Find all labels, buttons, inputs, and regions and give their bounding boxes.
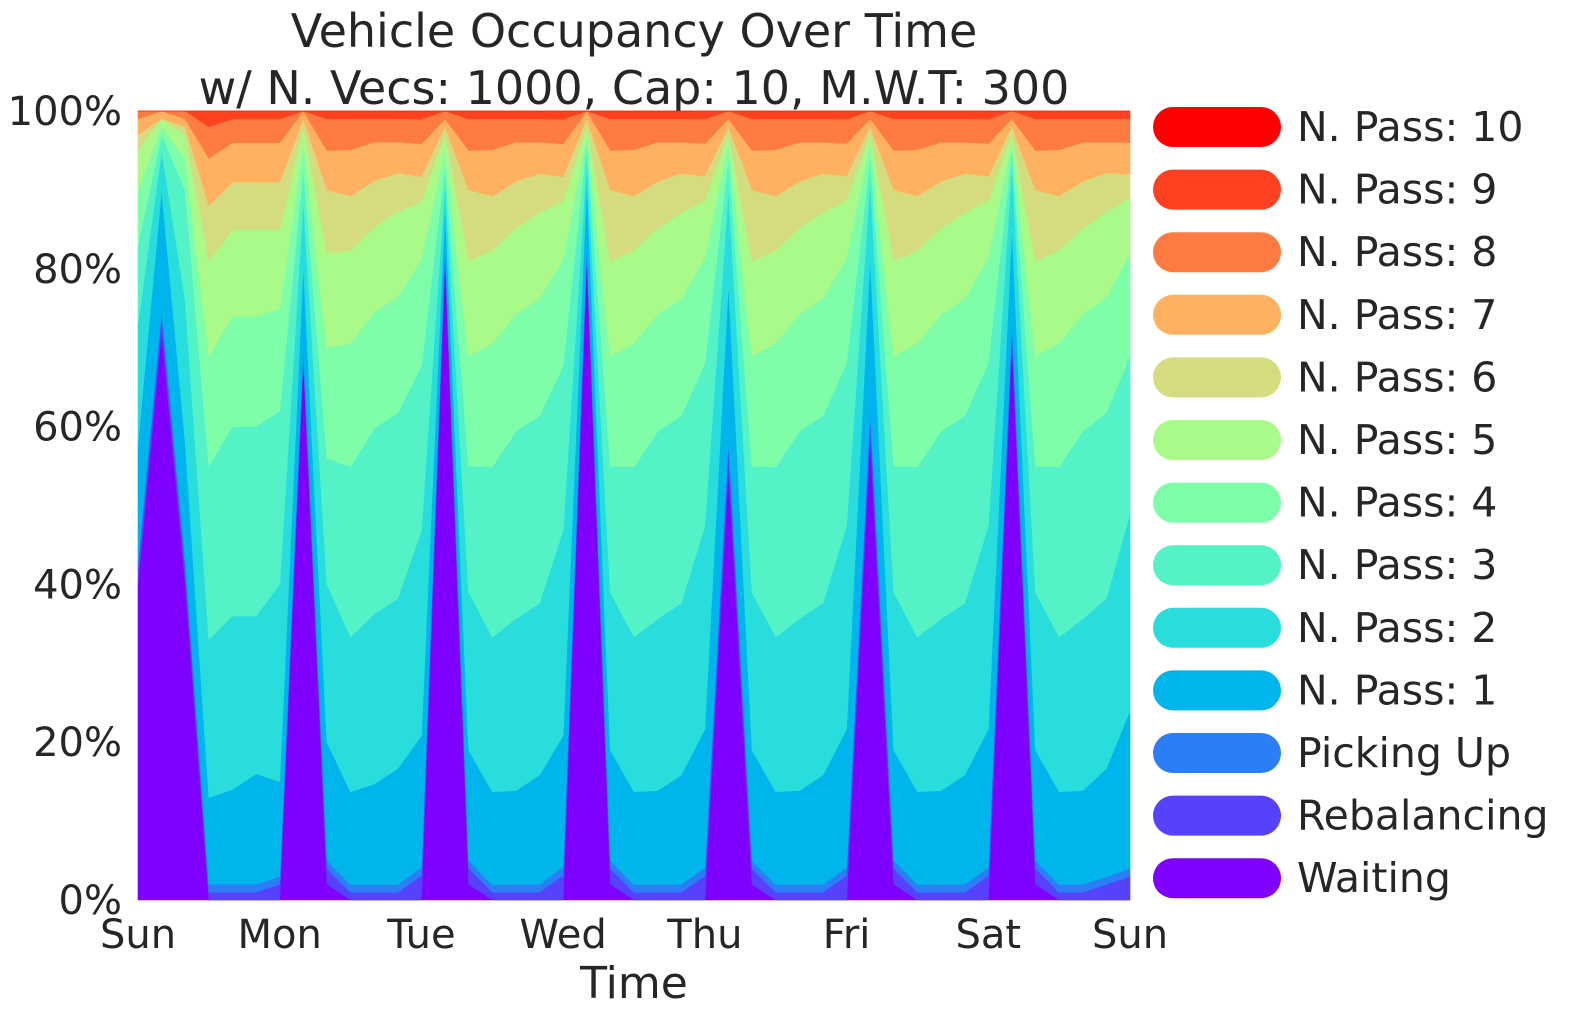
legend-swatch-n-pass-1 [1153,670,1281,711]
legend-label-n-pass-5: N. Pass: 5 [1297,416,1497,464]
legend-label-n-pass-10: N. Pass: 10 [1297,103,1523,151]
legend-swatch-picking-up [1153,733,1281,773]
y-tick-label: 20% [33,720,122,766]
legend-swatch-n-pass-3 [1153,545,1281,586]
x-tick-label: Sun [1092,912,1168,958]
x-tick-label: Thu [666,912,742,958]
x-tick-label: Sun [100,912,176,958]
x-tick-label: Fri [823,912,871,958]
legend-swatch-n-pass-9 [1153,169,1281,210]
legend-label-rebalancing: Rebalancing [1297,792,1548,840]
y-tick-label: 0% [59,878,122,924]
y-tick-label: 60% [33,405,122,451]
legend-label-n-pass-8: N. Pass: 8 [1297,228,1497,276]
y-tick-label: 100% [8,89,122,135]
plot-area [137,110,1131,901]
legend-label-n-pass-9: N. Pass: 9 [1297,166,1497,214]
legend-label-picking-up: Picking Up [1297,729,1511,777]
legend-swatch-n-pass-8 [1153,232,1281,273]
y-tick-label: 80% [33,247,122,293]
legend-label-n-pass-7: N. Pass: 7 [1297,291,1497,339]
legend-swatch-rebalancing [1153,795,1281,836]
legend-label-n-pass-6: N. Pass: 6 [1297,353,1497,401]
legend-swatch-n-pass-6 [1153,357,1281,398]
x-axis-ticks: Sun Mon Tue Wed Thu Fri Sat Sun [100,912,1168,958]
x-tick-label: Sat [955,912,1021,958]
x-tick-label: Wed [520,912,607,958]
legend-label-n-pass-4: N. Pass: 4 [1297,479,1497,527]
y-axis-ticks: 0% 20% 40% 60% 80% 100% [8,89,122,924]
legend-swatch-n-pass-5 [1153,420,1281,460]
legend-swatch-n-pass-7 [1153,294,1281,335]
legend-swatch-n-pass-4 [1153,482,1281,523]
y-tick-label: 40% [33,562,122,608]
chart-subtitle: w/ N. Vecs: 1000, Cap: 10, M.W.T: 300 [199,61,1070,115]
legend: N. Pass: 10 N. Pass: 9 N. Pass: 8 N. Pass: … [1153,103,1548,902]
x-tick-label: Tue [386,912,455,958]
legend-swatch-n-pass-2 [1153,607,1281,648]
chart-title: Vehicle Occupancy Over Time [291,4,978,58]
legend-label-waiting: Waiting [1297,854,1451,902]
legend-swatch-n-pass-10 [1153,107,1281,147]
legend-swatch-waiting [1153,858,1281,899]
legend-label-n-pass-2: N. Pass: 2 [1297,604,1497,652]
x-tick-label: Mon [238,912,322,958]
legend-label-n-pass-3: N. Pass: 3 [1297,541,1497,589]
x-axis-label: Time [579,958,688,1009]
legend-label-n-pass-1: N. Pass: 1 [1297,666,1497,714]
